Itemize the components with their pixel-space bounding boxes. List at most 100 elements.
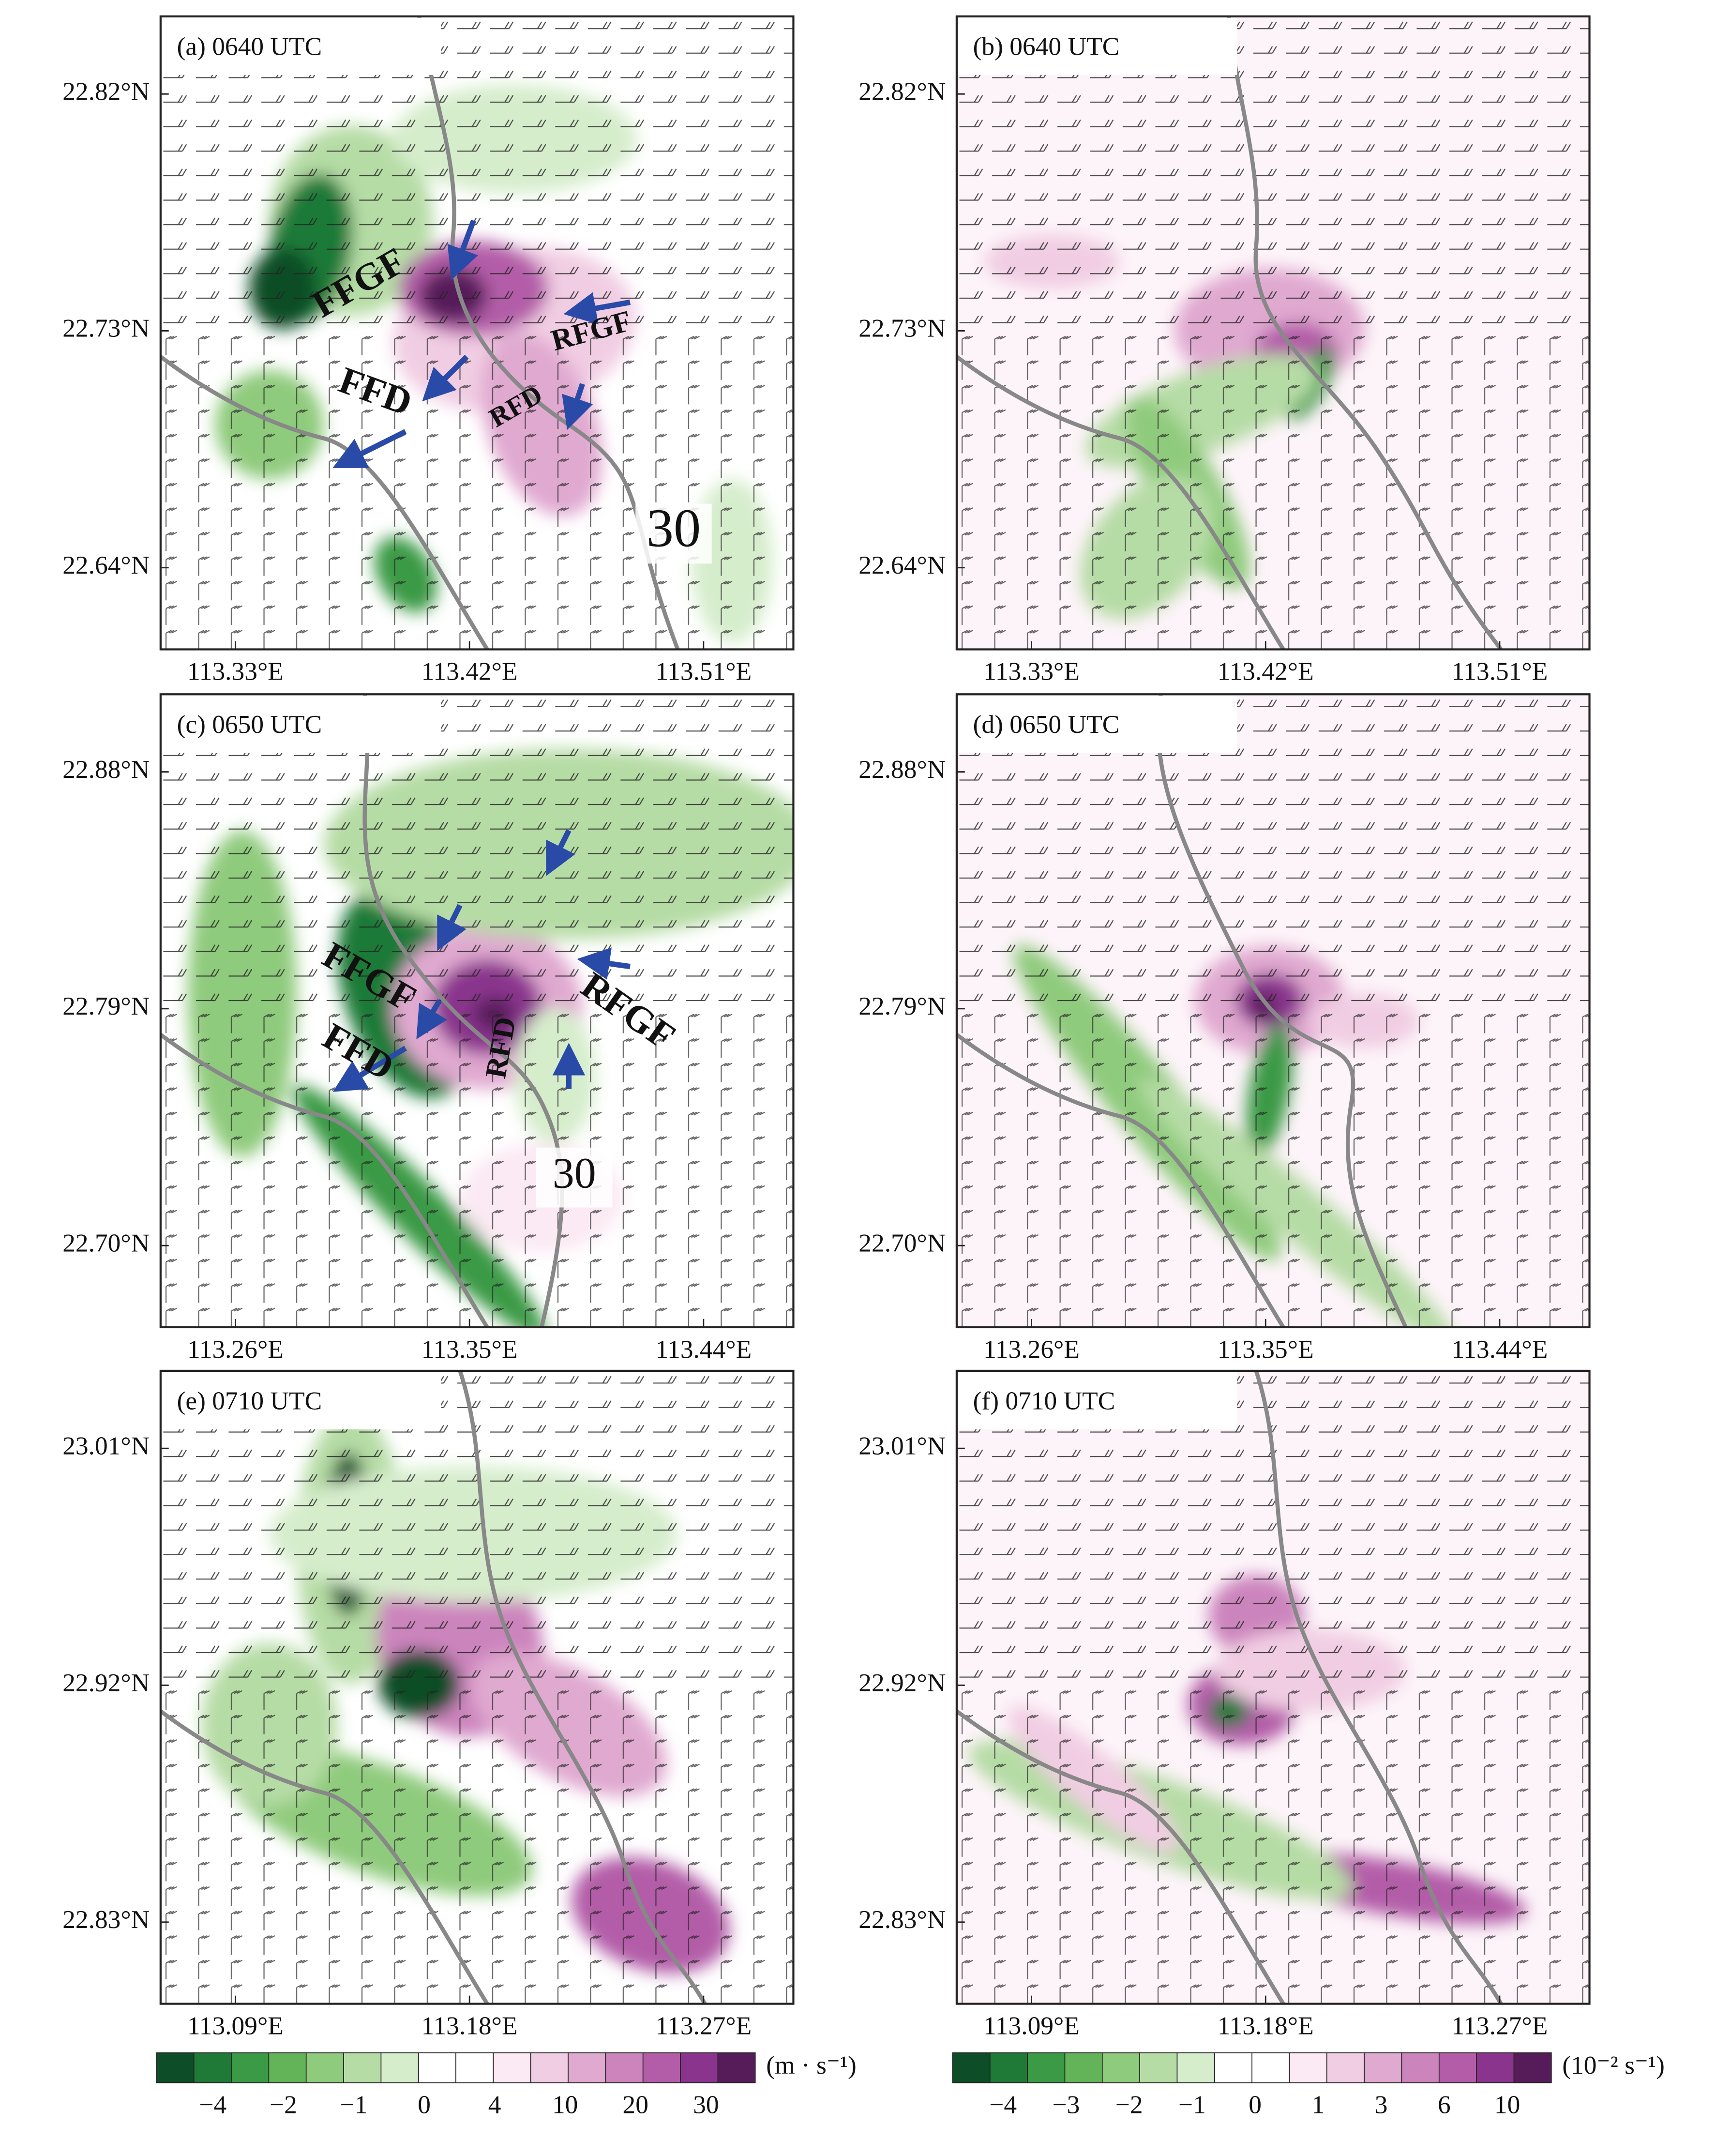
label-box [162, 17, 441, 75]
x-tick-label: 113.27°E [1451, 2011, 1548, 2040]
y-tick-label: 22.70°N [62, 1228, 150, 1257]
label-box [958, 1372, 1237, 1429]
y-tick-label: 22.83°N [858, 1905, 946, 1934]
field [956, 16, 1590, 650]
colorbar: −4 −3 −2 −1 0 1 3 6 10 (10⁻² s⁻¹) [952, 2050, 1665, 2119]
arrow [562, 383, 593, 430]
colorbar-cell [231, 2052, 270, 2083]
colorbar-tick-label: −1 [340, 2090, 368, 2119]
coastline [1156, 694, 1408, 1327]
colorbar-cell [455, 2052, 494, 2083]
wind-barbs [956, 1687, 1590, 2004]
panel-label: (f) 0710 UTC [973, 1386, 1115, 1415]
x-tick-label: 113.33°E [187, 656, 284, 685]
colorbar-cell [156, 2052, 195, 2083]
y-tick-label: 22.83°N [62, 1905, 150, 1934]
panel: (e) 0710 UTC 113.09°E 113.18°E 113.27°E 23.0… [62, 1369, 795, 2040]
colorbar-tick-label: −2 [270, 2090, 297, 2119]
y-tick-label: 22.73°N [858, 314, 946, 343]
colorbar-cell [1438, 2052, 1477, 2083]
panel-label: (a) 0640 UTC [177, 32, 322, 61]
arrow [332, 1046, 407, 1092]
x-tick-label: 113.44°E [1451, 1335, 1548, 1364]
panel: (b) 0640 UTC 113.33°E 113.42°E 113.51°E 22.8… [858, 15, 1591, 685]
colorbar-unit: (10⁻² s⁻¹) [1562, 2050, 1665, 2080]
field [160, 694, 794, 1327]
y-tick-label: 22.82°N [62, 76, 150, 106]
x-tick-label: 113.42°E [421, 656, 518, 685]
colorbar-cell [1364, 2052, 1402, 2083]
colorbar-cell [530, 2052, 569, 2083]
colorbar-cell [1401, 2052, 1440, 2083]
x-tick-label: 113.33°E [983, 656, 1080, 685]
colorbar-tick-label: 20 [623, 2090, 648, 2119]
colorbar-tick-label: 0 [418, 2090, 431, 2119]
coastline [956, 1032, 1285, 1327]
x-tick-label: 113.18°E [421, 2011, 518, 2040]
coastline [956, 1709, 1285, 2004]
y-tick-label: 23.01°N [62, 1431, 150, 1460]
colorbar-tick-label: 0 [1249, 2090, 1262, 2119]
y-tick-label: 22.88°N [858, 755, 946, 784]
panel-label: (b) 0640 UTC [973, 32, 1120, 61]
label-bg [536, 1147, 613, 1208]
coastline [160, 1709, 489, 2004]
x-tick-label: 113.35°E [421, 1335, 518, 1364]
x-tick-label: 113.26°E [983, 1335, 1080, 1364]
colorbar-tick-label: −3 [1052, 2090, 1080, 2119]
frame [955, 15, 1591, 651]
field [160, 16, 794, 650]
colorbar-tick-label: 30 [693, 2090, 719, 2119]
y-tick-label: 22.73°N [62, 314, 150, 343]
colorbar-tick-label: 10 [1494, 2090, 1520, 2119]
y-tick-label: 22.92°N [62, 1668, 150, 1697]
panel-label: (d) 0650 UTC [973, 710, 1120, 739]
frame [955, 693, 1591, 1329]
arrow [447, 219, 478, 280]
x-tick-label: 113.18°E [1218, 2011, 1314, 2040]
frame [955, 1369, 1591, 2005]
colorbar-cell [1513, 2052, 1552, 2083]
wind-barbs [160, 1687, 794, 2004]
y-tick-label: 22.82°N [858, 76, 946, 106]
arrow [332, 429, 407, 468]
panel: (a) 0640 UTC 113.33°E 113.42°E 113.51°E 22.8… [62, 15, 795, 685]
frame [159, 1369, 795, 2005]
colorbar-cell [605, 2052, 644, 2083]
colorbar-tick-label: −2 [1115, 2090, 1143, 2119]
colorbar-tick-label: 3 [1375, 2090, 1388, 2119]
x-tick-label: 113.09°E [187, 2011, 284, 2040]
colorbar-tick-label: −4 [989, 2090, 1017, 2119]
colorbar-cell [989, 2052, 1028, 2083]
y-tick-label: 22.88°N [62, 755, 150, 784]
arrow [437, 904, 467, 951]
colorbar-tick-label: 6 [1438, 2090, 1451, 2119]
arrow [416, 999, 448, 1039]
arrow [577, 947, 631, 980]
field [160, 1370, 794, 2004]
colorbar-cell [493, 2052, 531, 2083]
label-box [958, 696, 1237, 753]
coastline [458, 1370, 707, 2004]
colorbar-cell [268, 2052, 307, 2083]
colorbar-cell [1476, 2052, 1515, 2083]
arrow [422, 354, 469, 402]
colorbar-cell [680, 2052, 719, 2083]
colorbar-cell [1326, 2052, 1365, 2083]
colorbar-cell [1139, 2052, 1178, 2083]
wind-barbs [956, 333, 1590, 650]
coastline [1227, 16, 1503, 650]
colorbar-cell [952, 2052, 991, 2083]
colorbar-cell [1027, 2052, 1066, 2083]
coastline [160, 1032, 489, 1327]
coastline [417, 16, 680, 650]
contour-label: 30 [647, 498, 701, 558]
colorbar-tick-label: 4 [488, 2090, 501, 2119]
colorbar-cell [568, 2052, 606, 2083]
arrow [546, 829, 575, 876]
panel-label: (c) 0650 UTC [177, 710, 322, 739]
frame [159, 15, 795, 651]
y-tick-label: 22.64°N [62, 550, 150, 579]
